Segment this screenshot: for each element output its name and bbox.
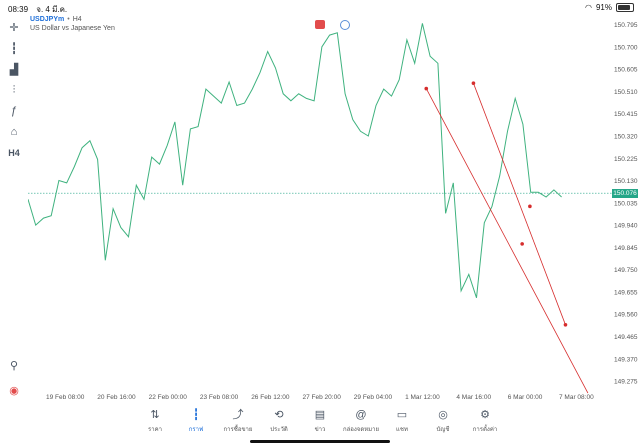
y-tick-label: 150.510 <box>614 89 638 96</box>
y-tick-label: 150.320 <box>614 133 638 140</box>
bar-chart-icon[interactable]: ▟ <box>9 63 19 76</box>
trendline-anchor-point <box>520 242 524 246</box>
search-zoom-icon[interactable]: ⚲ <box>9 359 19 372</box>
battery-percent: 91% <box>595 3 612 12</box>
nav-label: การตั้งค่า <box>472 427 498 433</box>
home-indicator <box>250 440 390 443</box>
price-series-line <box>28 23 562 298</box>
trendline-anchor-point <box>563 323 568 327</box>
x-tick-label: 29 Feb 04:00 <box>354 394 393 401</box>
y-tick-label: 149.750 <box>614 267 638 274</box>
chat-icon: ▭ <box>396 409 408 421</box>
symbol-separator: • <box>67 16 70 23</box>
status-time: 08:39 <box>8 5 29 14</box>
nav-settings[interactable]: ⚙ การตั้งค่า <box>465 408 505 434</box>
symbol-name[interactable]: USDJPYm <box>30 16 65 23</box>
symbol-timeframe: H4 <box>72 16 82 23</box>
status-bar: 08:39 จ. 4 มี.ค. ◠ 91% <box>0 0 640 14</box>
status-date: จ. 4 มี.ค. <box>36 5 68 14</box>
y-tick-label: 149.465 <box>614 334 638 341</box>
chart-icon: ┇ <box>192 409 200 421</box>
left-toolbar: ✛ ┇ ▟ ⫶ ƒ ⌂ H4 ⚲ ◉ <box>0 14 28 404</box>
nav-trade[interactable]: ⤴ การซื้อขาย <box>218 408 258 434</box>
y-tick-label: 150.795 <box>614 22 638 29</box>
symbol-description: US Dollar vs Japanese Yen <box>30 25 115 32</box>
x-tick-label: 6 Mar 00:00 <box>508 394 543 401</box>
mailbox-icon: @ <box>355 409 367 421</box>
candles-icon[interactable]: ┇ <box>10 42 18 55</box>
account-badge-icon[interactable] <box>340 20 350 30</box>
x-tick-label: 7 Mar 08:00 <box>559 394 594 401</box>
news-icon: ▤ <box>314 409 326 421</box>
x-tick-label: 4 Mar 16:00 <box>456 394 491 401</box>
nav-label: กราฟ <box>188 427 204 433</box>
indicators-icon[interactable]: ⫶ <box>12 83 16 96</box>
battery-icon <box>616 3 634 12</box>
x-tick-label: 22 Feb 00:00 <box>149 394 188 401</box>
trendline <box>473 83 566 325</box>
y-tick-label: 149.845 <box>614 245 638 252</box>
y-tick-label: 150.700 <box>614 44 638 51</box>
trade-icon: ⤴ <box>232 409 244 421</box>
trendline-anchor-point <box>471 81 476 85</box>
status-bar-right: ◠ 91% <box>585 3 634 12</box>
current-price-tag: 150.076 <box>612 189 638 198</box>
x-tick-label: 20 Feb 16:00 <box>97 394 136 401</box>
nav-mailbox[interactable]: @ กล่องจดหมาย <box>341 408 381 434</box>
y-tick-label: 150.225 <box>614 156 638 163</box>
timeframe-button[interactable]: H4 <box>8 148 20 158</box>
x-tick-label: 26 Feb 12:00 <box>251 394 290 401</box>
symbol-header: USDJPYm • H4 US Dollar vs Japanese Yen <box>30 15 115 33</box>
bottom-navigation: ⇅ ราคา ┇ กราฟ ⤴ การซื้อขาย ⟲ ประวัติ ▤ ข… <box>0 404 640 447</box>
nav-label: ข่าว <box>314 427 326 433</box>
y-tick-label: 150.415 <box>614 111 638 118</box>
function-icon[interactable]: ƒ <box>10 105 18 117</box>
nav-label: ราคา <box>148 427 162 433</box>
wifi-icon: ◠ <box>585 3 592 12</box>
y-tick-label: 150.605 <box>614 67 638 74</box>
x-tick-label: 27 Feb 20:00 <box>303 394 342 401</box>
shapes-icon[interactable]: ⌂ <box>10 126 18 138</box>
x-tick-label: 19 Feb 08:00 <box>46 394 85 401</box>
nav-label: การซื้อขาย <box>223 427 253 433</box>
quotes-icon: ⇅ <box>150 409 160 421</box>
nav-chat[interactable]: ▭ แชท <box>382 408 422 434</box>
one-click-trading-icon[interactable] <box>315 20 325 29</box>
x-tick-label: 1 Mar 12:00 <box>405 394 440 401</box>
nav-label: แชท <box>396 427 408 433</box>
nav-label: บัญชี <box>436 427 450 433</box>
nav-chart[interactable]: ┇ กราฟ <box>176 408 216 434</box>
history-icon: ⟲ <box>274 409 284 421</box>
account-icon: ◎ <box>438 409 448 421</box>
nav-history[interactable]: ⟲ ประวัติ <box>259 408 299 434</box>
nav-news[interactable]: ▤ ข่าว <box>300 408 340 434</box>
y-tick-label: 149.655 <box>614 289 638 296</box>
trendline-anchor-point <box>424 86 429 91</box>
y-tick-label: 149.940 <box>614 223 638 230</box>
y-tick-label: 150.035 <box>614 200 638 207</box>
y-tick-label: 149.275 <box>614 379 638 386</box>
nav-quotes[interactable]: ⇅ ราคา <box>135 408 175 434</box>
trendline <box>425 88 589 394</box>
nav-account[interactable]: ◎ บัญชี <box>423 408 463 434</box>
settings-icon: ⚙ <box>480 409 490 421</box>
price-chart[interactable]: 150.795 150.700 150.605 150.510 150.415 150.3… <box>28 14 640 404</box>
x-tick-label: 23 Feb 08:00 <box>200 394 239 401</box>
app-logo-icon[interactable]: ◉ <box>9 384 19 397</box>
y-tick-label: 149.370 <box>614 356 638 363</box>
nav-label: กล่องจดหมาย <box>342 427 380 433</box>
y-tick-label: 149.560 <box>614 312 638 319</box>
y-tick-label: 150.130 <box>614 178 638 185</box>
trendline-anchor-point <box>528 204 532 209</box>
status-bar-left: 08:39 จ. 4 มี.ค. <box>8 3 73 16</box>
crosshair-icon[interactable]: ✛ <box>9 21 19 34</box>
nav-label: ประวัติ <box>270 427 288 433</box>
